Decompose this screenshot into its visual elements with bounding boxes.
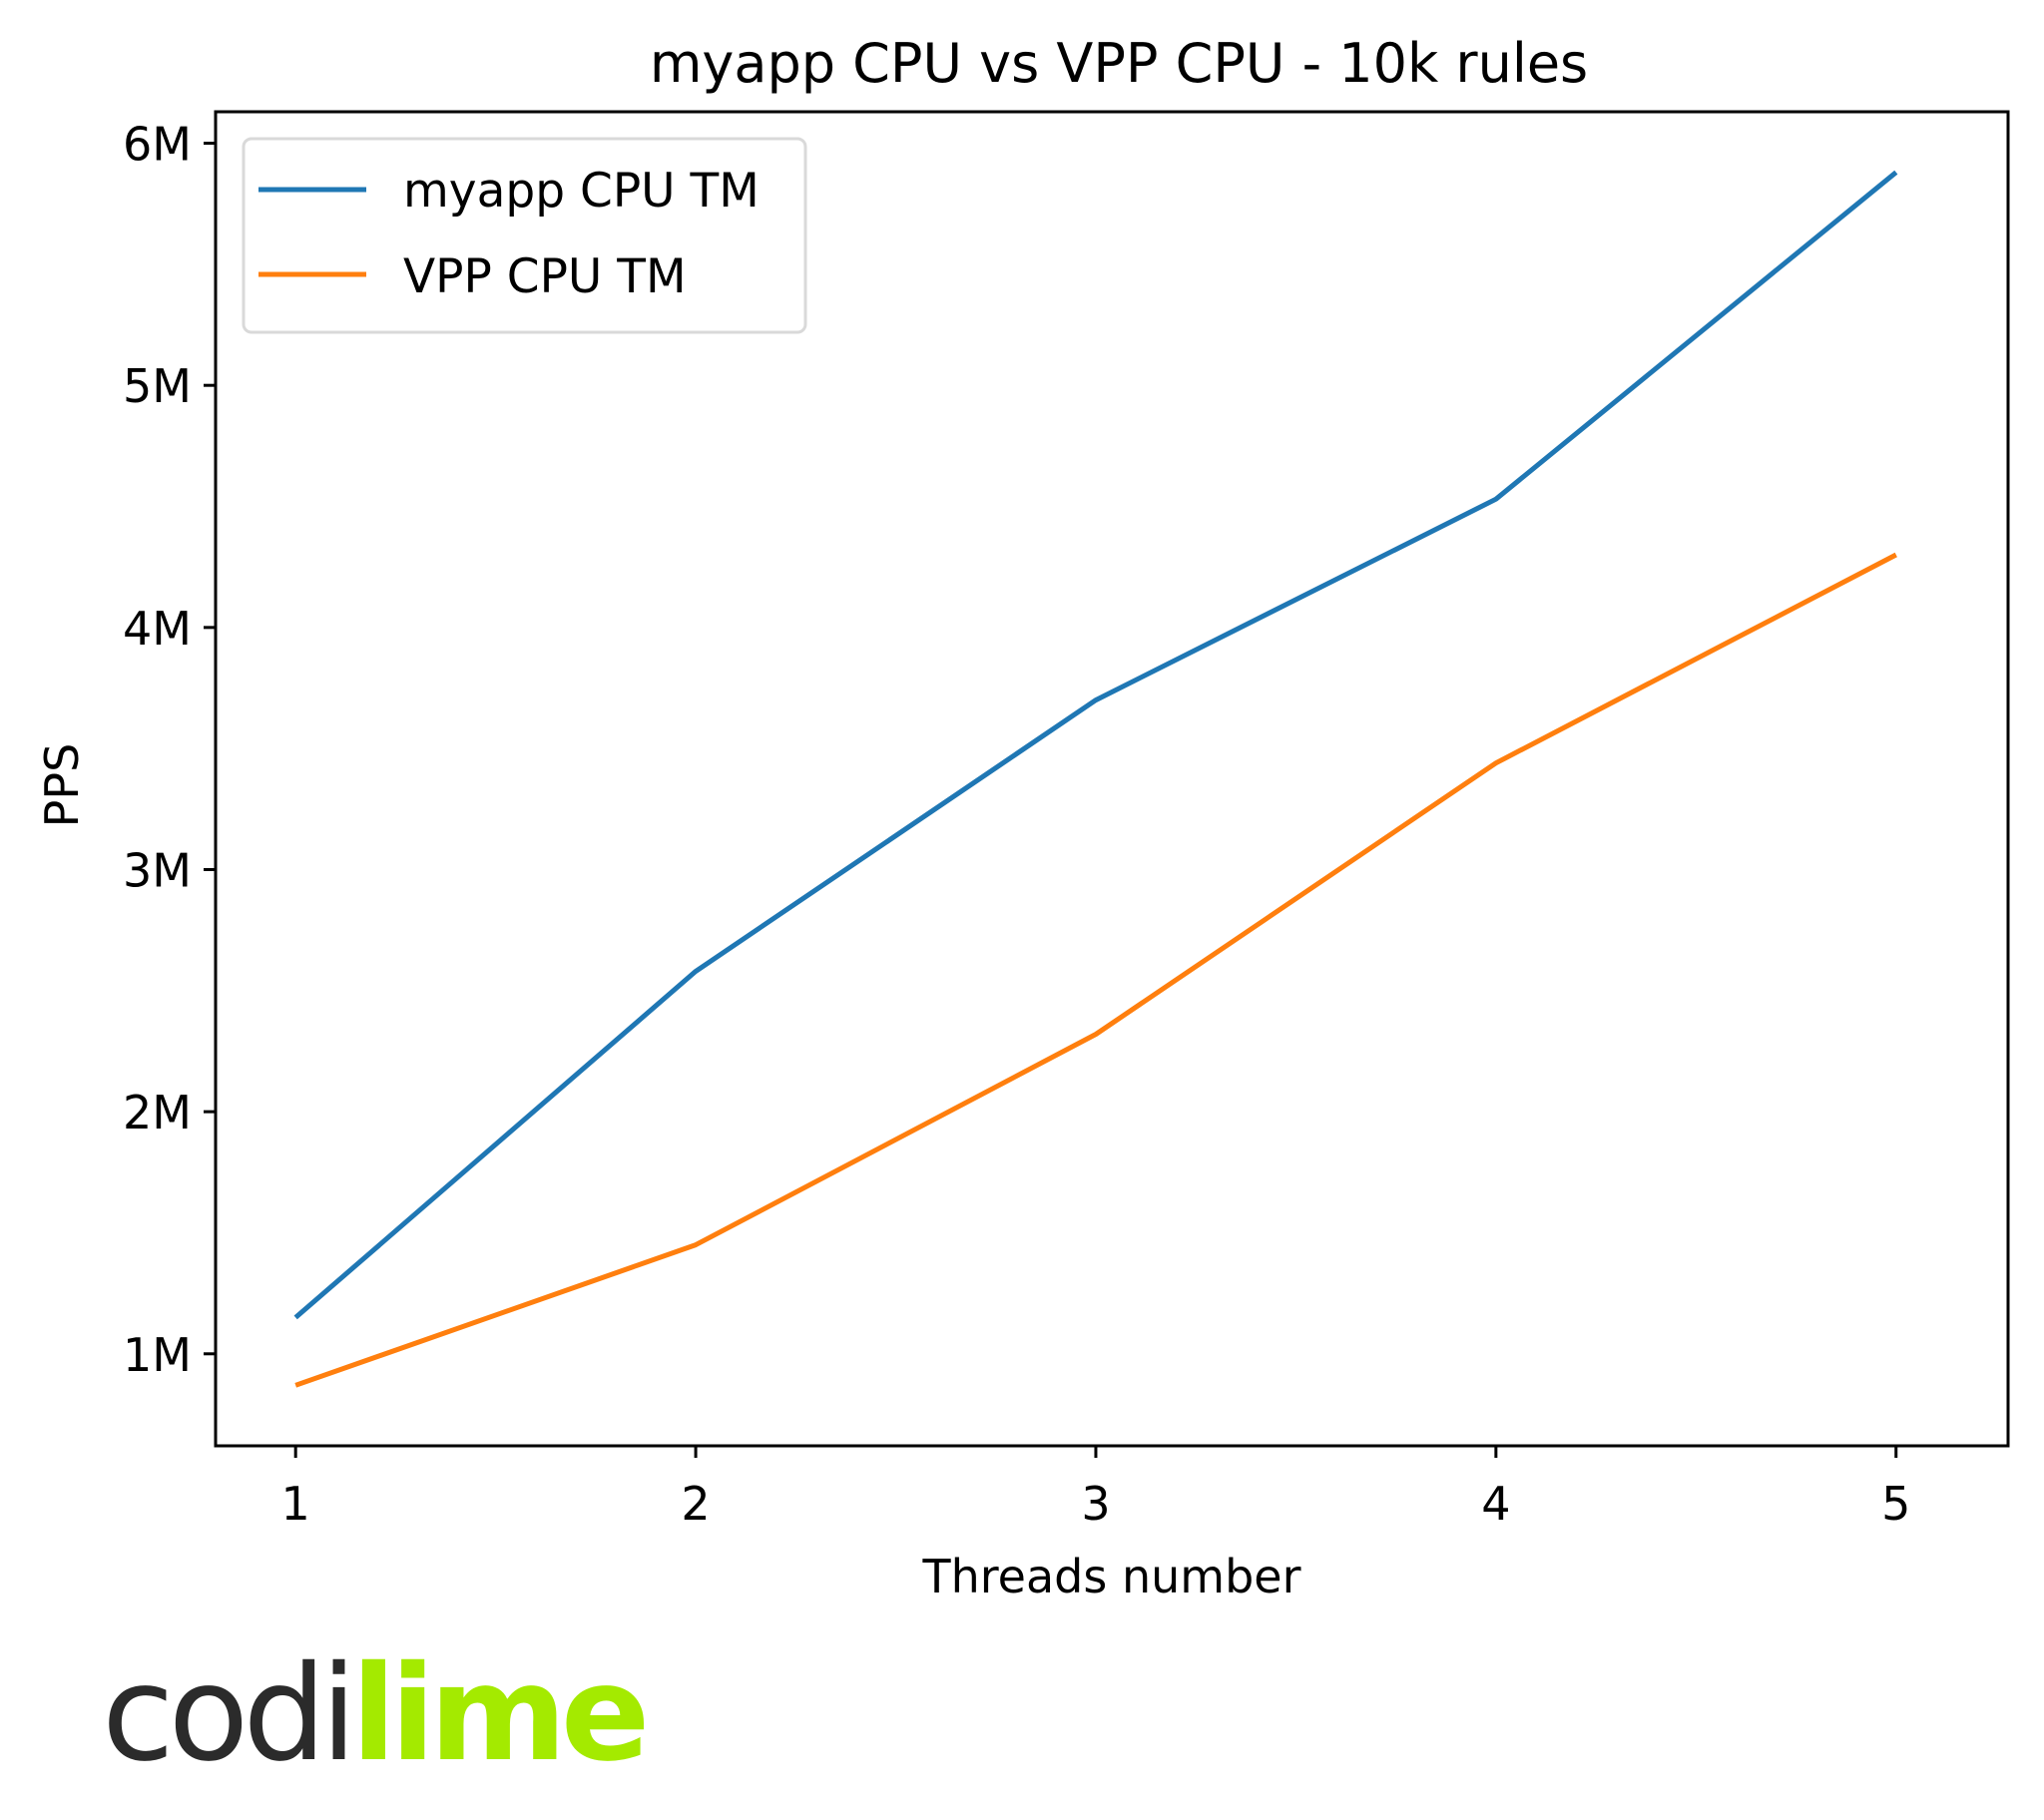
legend-box	[242, 137, 807, 334]
x-tick-label: 4	[1481, 1477, 1510, 1531]
series-group	[293, 170, 1898, 1388]
x-tick-label: 3	[1081, 1477, 1110, 1531]
x-tick-label: 5	[1881, 1477, 1910, 1531]
x-axis-ticks: 1 2 3 4 5	[281, 1446, 1910, 1531]
y-axis-ticks: 1M 2M 3M 4M 5M 6M	[123, 118, 216, 1382]
y-tick-label: 6M	[123, 118, 192, 172]
legend-label-myapp: myapp CPU TM	[403, 164, 760, 219]
logo-text-lime: lime	[350, 1637, 651, 1791]
y-axis-label: PPS	[35, 743, 89, 828]
x-tick-label: 2	[681, 1477, 710, 1531]
y-tick-label: 4M	[123, 602, 192, 656]
legend: myapp CPU TM VPP CPU TM	[242, 137, 807, 334]
y-tick-label: 5M	[123, 359, 192, 413]
y-tick-label: 3M	[123, 843, 192, 897]
y-tick-label: 1M	[123, 1328, 192, 1382]
series-line-0	[293, 170, 1898, 1320]
legend-label-vpp: VPP CPU TM	[403, 249, 687, 304]
chart-title: myapp CPU vs VPP CPU - 10k rules	[650, 32, 1588, 95]
x-tick-label: 1	[281, 1477, 310, 1531]
x-axis-label: Threads number	[922, 1550, 1301, 1603]
plot-area	[214, 110, 2010, 1448]
logo-text-codi: codi	[102, 1637, 357, 1791]
series-line-1	[294, 552, 1897, 1388]
y-tick-label: 2M	[123, 1086, 192, 1139]
codilime-logo: codilime	[102, 1648, 650, 1780]
